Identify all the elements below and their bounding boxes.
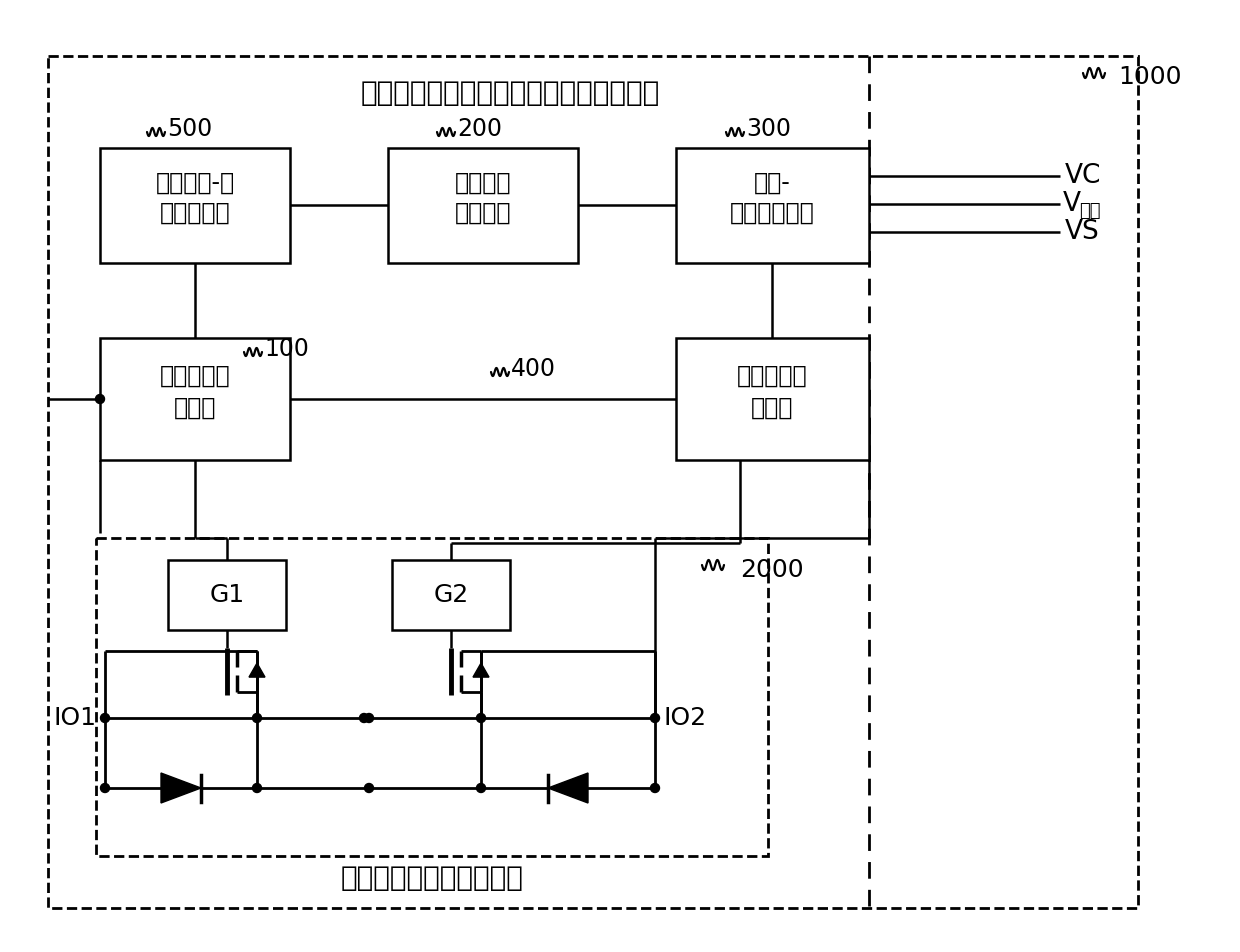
Text: 用于双半导体开关管双向开关的控制电路: 用于双半导体开关管双向开关的控制电路: [361, 79, 660, 107]
FancyBboxPatch shape: [167, 560, 286, 630]
Text: V: V: [1063, 191, 1081, 217]
Text: 第一电流-电: 第一电流-电: [155, 171, 234, 195]
FancyBboxPatch shape: [100, 338, 290, 460]
Text: G2: G2: [433, 583, 469, 607]
FancyBboxPatch shape: [388, 148, 578, 263]
Text: 500: 500: [167, 117, 212, 141]
Text: 第一通断控: 第一通断控: [160, 364, 231, 388]
Circle shape: [100, 713, 109, 723]
Text: 电压-: 电压-: [754, 171, 791, 195]
Text: 100: 100: [264, 337, 309, 361]
Circle shape: [100, 783, 109, 792]
Text: 双半导体开关管双向开关: 双半导体开关管双向开关: [341, 864, 523, 892]
Text: 第二通断控: 第二通断控: [738, 364, 807, 388]
FancyBboxPatch shape: [676, 148, 869, 263]
Text: G1: G1: [210, 583, 244, 607]
Text: IO2: IO2: [663, 706, 706, 730]
Text: 制电路: 制电路: [174, 396, 216, 420]
Text: 电流转换电路: 电流转换电路: [730, 201, 815, 225]
FancyBboxPatch shape: [676, 338, 869, 460]
Text: 400: 400: [511, 357, 556, 381]
Text: 300: 300: [746, 117, 791, 141]
FancyBboxPatch shape: [392, 560, 510, 630]
Circle shape: [651, 713, 660, 723]
Circle shape: [476, 713, 486, 723]
Text: 2000: 2000: [740, 558, 804, 582]
Circle shape: [253, 713, 262, 723]
Polygon shape: [249, 664, 265, 677]
Circle shape: [651, 783, 660, 792]
Circle shape: [253, 783, 262, 792]
Circle shape: [365, 783, 373, 792]
Text: IO1: IO1: [55, 706, 97, 730]
Text: 1000: 1000: [1118, 65, 1182, 89]
Circle shape: [360, 713, 368, 723]
Text: 制电路: 制电路: [751, 396, 794, 420]
Text: 控制: 控制: [1079, 202, 1101, 220]
Text: 传输电路: 传输电路: [455, 201, 511, 225]
Polygon shape: [472, 664, 489, 677]
Text: 电流模式: 电流模式: [455, 171, 511, 195]
Text: VC: VC: [1065, 163, 1101, 189]
Polygon shape: [161, 773, 201, 803]
Text: 压转换电路: 压转换电路: [160, 201, 231, 225]
FancyBboxPatch shape: [100, 148, 290, 263]
Circle shape: [476, 783, 486, 792]
Circle shape: [95, 394, 104, 404]
Text: 200: 200: [458, 117, 502, 141]
Circle shape: [365, 713, 373, 723]
Text: VS: VS: [1065, 219, 1100, 245]
Polygon shape: [548, 773, 588, 803]
